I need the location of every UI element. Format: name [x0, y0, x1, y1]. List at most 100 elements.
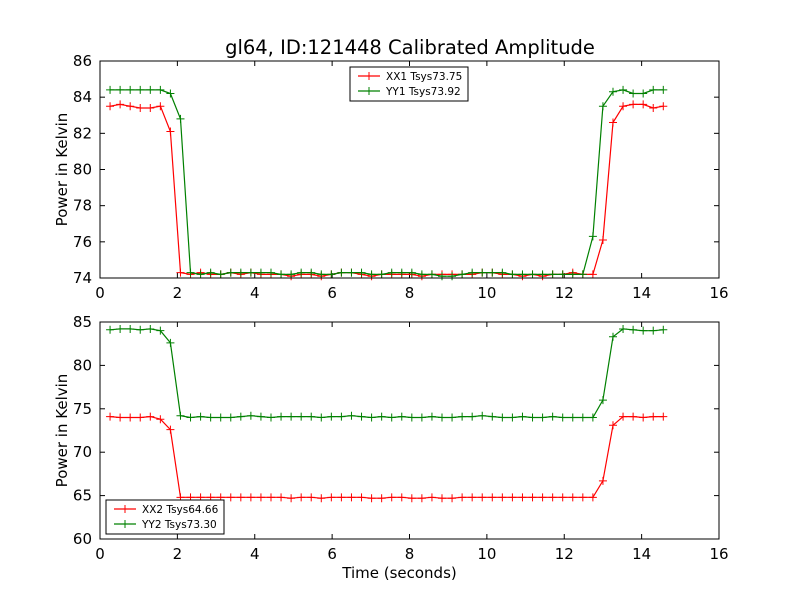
data-point: [498, 268, 507, 277]
legend-marker: [365, 87, 373, 95]
data-point: [407, 494, 416, 503]
data-point: [619, 85, 628, 94]
data-point: [256, 412, 265, 421]
data-point: [629, 100, 638, 109]
data-point: [417, 270, 426, 279]
data-point: [498, 493, 507, 502]
x-tick-label: 14: [632, 284, 651, 302]
data-point: [407, 413, 416, 422]
data-point: [598, 396, 607, 405]
data-point: [659, 85, 668, 94]
data-point: [578, 493, 587, 502]
legend: XX1 Tsys73.75 YY1 Tsys73.92: [349, 66, 469, 102]
data-point: [236, 412, 245, 421]
data-point: [619, 324, 628, 333]
data-point: [478, 411, 487, 420]
data-point: [548, 493, 557, 502]
data-point: [297, 493, 306, 502]
y-tick-label: 82: [73, 124, 92, 142]
legend-label: XX2 Tsys64.66: [142, 504, 219, 516]
data-point: [397, 493, 406, 502]
data-point: [548, 270, 557, 279]
data-point: [156, 85, 165, 94]
legend-marker: [121, 505, 129, 513]
data-point: [578, 270, 587, 279]
bottom-axes: 0 2 4 6 8 10 12 14 16 60 65 70 75 80 85 Power in Kelvin…: [53, 313, 729, 582]
data-point: [528, 413, 537, 422]
data-point: [246, 493, 255, 502]
data-point: [639, 100, 648, 109]
data-point: [548, 412, 557, 421]
data-point: [639, 89, 648, 98]
data-point: [166, 338, 175, 347]
x-tick-label: 12: [555, 545, 574, 563]
data-point: [206, 413, 215, 422]
data-point: [629, 89, 638, 98]
data-point: [307, 493, 316, 502]
data-point: [136, 325, 145, 334]
data-point: [156, 326, 165, 335]
data-point: [297, 412, 306, 421]
data-point: [608, 87, 617, 96]
data-point: [468, 268, 477, 277]
data-point: [317, 413, 326, 422]
data-point: [508, 270, 517, 279]
y-tick-label: 74: [73, 269, 92, 287]
data-point: [146, 104, 155, 113]
data-point: [598, 102, 607, 111]
data-point: [266, 268, 275, 277]
y-axis-label: Power in Kelvin: [53, 113, 71, 227]
data-point: [327, 270, 336, 279]
data-point: [377, 494, 386, 503]
x-tick-label: 2: [173, 284, 183, 302]
data-point: [437, 494, 446, 503]
data-point: [478, 493, 487, 502]
y-tick-label: 84: [73, 88, 92, 106]
data-point: [498, 413, 507, 422]
data-point: [317, 494, 326, 503]
x-tick-label: 8: [405, 284, 415, 302]
data-point: [136, 85, 145, 94]
data-point: [518, 270, 527, 279]
data-point: [146, 412, 155, 421]
data-point: [598, 236, 607, 245]
y-tick-label: 70: [73, 443, 92, 461]
data-point: [608, 118, 617, 127]
data-point: [468, 493, 477, 502]
y-tick-label: 80: [73, 161, 92, 179]
data-point: [146, 85, 155, 94]
data-point: [266, 493, 275, 502]
data-point: [246, 411, 255, 420]
axes-frame: [99, 321, 720, 540]
data-point: [518, 493, 527, 502]
data-point: [448, 413, 457, 422]
data-point: [367, 494, 376, 503]
data-point: [126, 85, 135, 94]
data-point: [649, 85, 658, 94]
data-point: [528, 270, 537, 279]
data-point: [277, 412, 286, 421]
legend-label: YY1 Tsys73.92: [385, 86, 461, 98]
data-point: [538, 413, 547, 422]
data-point: [448, 494, 457, 503]
data-point: [458, 493, 467, 502]
legend: XX2 Tsys64.66 YY2 Tsys73.30: [105, 499, 225, 535]
data-point: [588, 270, 597, 279]
data-point: [126, 102, 135, 111]
y-tick-label: 76: [73, 233, 92, 251]
data-point: [277, 270, 286, 279]
data-point: [196, 270, 205, 279]
data-point: [196, 412, 205, 421]
data-point: [649, 104, 658, 113]
data-point: [216, 270, 225, 279]
data-point: [206, 268, 215, 277]
data-point: [236, 493, 245, 502]
x-tick-label: 6: [327, 545, 337, 563]
data-point: [106, 325, 115, 334]
x-tick-label: 16: [709, 545, 728, 563]
data-point: [236, 268, 245, 277]
data-point: [458, 270, 467, 279]
data-point: [287, 270, 296, 279]
data-point: [377, 412, 386, 421]
data-point: [367, 270, 376, 279]
